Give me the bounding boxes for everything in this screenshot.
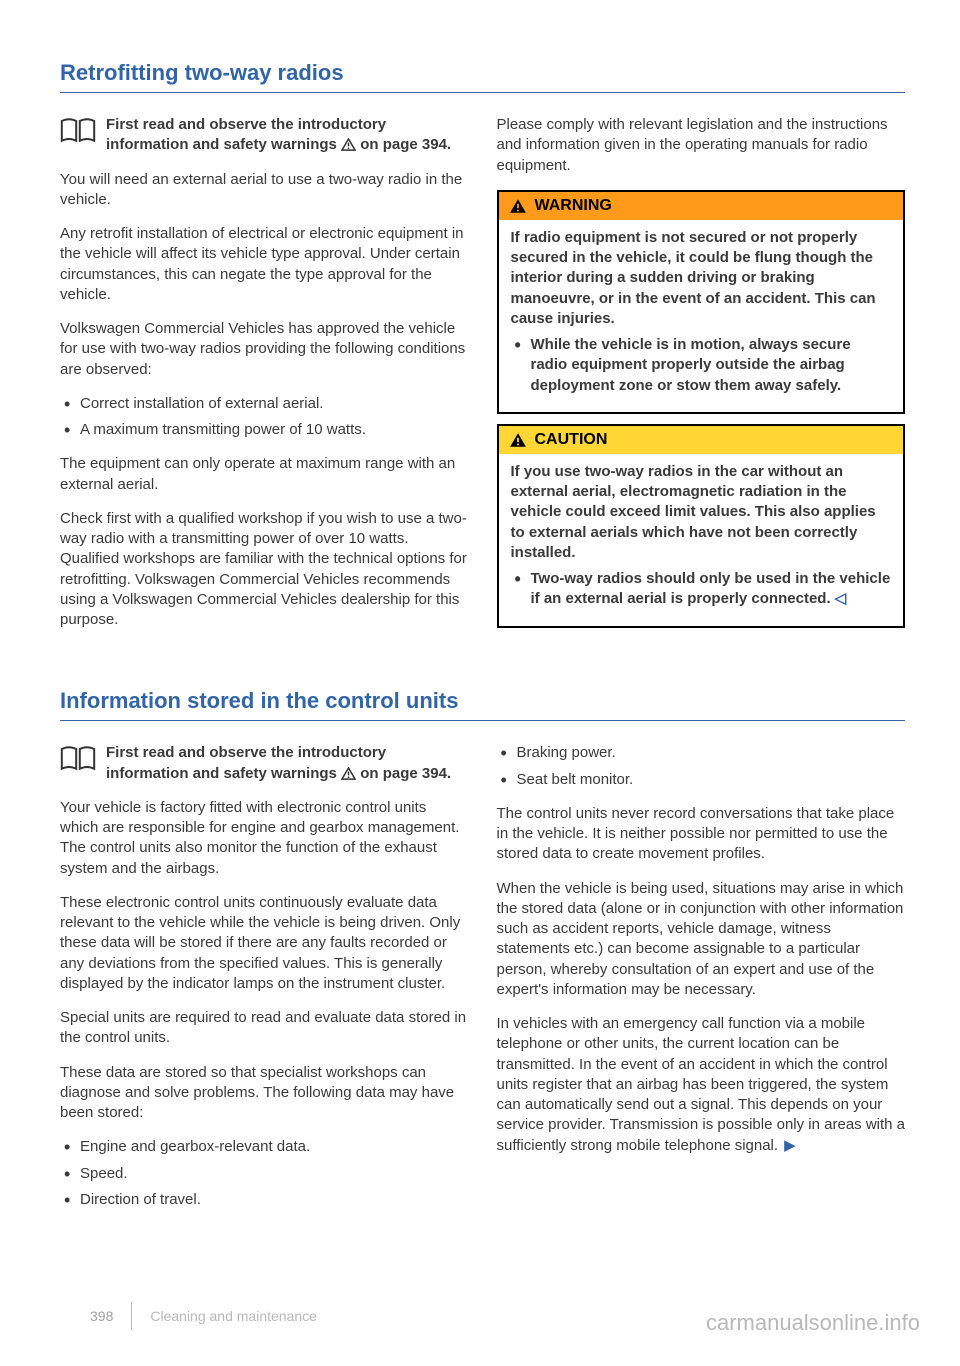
s2-li5: Seat belt monitor. <box>497 770 906 790</box>
intro-text-2b: on page 394. <box>356 765 451 782</box>
s1-p1: You will need an external aerial to use … <box>60 170 469 211</box>
warning-triangle-icon <box>341 138 356 151</box>
s2-rp1: The control units never record conversat… <box>497 804 906 865</box>
s2-rp3-text: In vehicles with an emergency call funct… <box>497 1015 906 1154</box>
warning-title: WARNING <box>535 197 612 215</box>
s2-list-right: Braking power. Seat belt monitor. <box>497 743 906 790</box>
warning-box: WARNING If radio equipment is not secure… <box>497 190 906 414</box>
section-title-information: Information stored in the control units <box>60 688 905 721</box>
s2-li3: Direction of travel. <box>60 1190 469 1210</box>
s2-li4: Braking power. <box>497 743 906 763</box>
chapter-name: Cleaning and maintenance <box>150 1308 317 1324</box>
section1-left-col: First read and observe the introductory … <box>60 115 469 644</box>
section2-left-col: First read and observe the introductory … <box>60 743 469 1224</box>
warning-triangle-icon <box>509 432 527 448</box>
caution-box: CAUTION If you use two-way radios in the… <box>497 424 906 628</box>
s2-li2: Speed. <box>60 1164 469 1184</box>
s2-p3: Special units are required to read and e… <box>60 1008 469 1049</box>
page-number: 398 <box>90 1308 113 1324</box>
s2-rp3: In vehicles with an emergency call funct… <box>497 1014 906 1156</box>
warning-li1: While the vehicle is in motion, always s… <box>511 335 892 396</box>
s2-p1: Your vehicle is factory fitted with elec… <box>60 798 469 879</box>
warning-body: If radio equipment is not secured or not… <box>499 220 904 412</box>
section2-columns: First read and observe the introductory … <box>60 743 905 1224</box>
caution-header: CAUTION <box>499 426 904 454</box>
s1-p5: Check first with a qualified workshop if… <box>60 509 469 631</box>
watermark: carmanualsonline.info <box>706 1310 920 1336</box>
intro-text-1b: on page 394. <box>356 136 451 153</box>
section1-right-col: Please comply with relevant legislation … <box>497 115 906 644</box>
footer-divider <box>131 1302 132 1330</box>
s1-p2: Any retrofit installation of electrical … <box>60 224 469 305</box>
page-footer: 398 Cleaning and maintenance <box>90 1302 317 1330</box>
warning-triangle-icon <box>509 198 527 214</box>
s1-p3: Volkswagen Commercial Vehicles has appro… <box>60 319 469 380</box>
warning-triangle-icon <box>341 767 356 780</box>
section-title-retrofitting: Retrofitting two-way radios <box>60 60 905 93</box>
intro-text-1: First read and observe the introductory … <box>106 115 469 156</box>
section1-columns: First read and observe the introductory … <box>60 115 905 644</box>
caution-title: CAUTION <box>535 431 608 449</box>
warning-list: While the vehicle is in motion, always s… <box>511 335 892 396</box>
s1-p4: The equipment can only operate at maximu… <box>60 454 469 495</box>
warning-header: WARNING <box>499 192 904 220</box>
intro-block-2: First read and observe the introductory … <box>60 743 469 784</box>
s1-list: Correct installation of external aerial.… <box>60 394 469 441</box>
intro-text-2: First read and observe the introductory … <box>106 743 469 784</box>
caution-li1: Two-way radios should only be used in th… <box>511 569 892 610</box>
s2-list-left: Engine and gearbox-relevant data. Speed.… <box>60 1137 469 1210</box>
s1-rp1: Please comply with relevant legislation … <box>497 115 906 176</box>
caution-list: Two-way radios should only be used in th… <box>511 569 892 610</box>
warning-body-text: If radio equipment is not secured or not… <box>511 229 876 327</box>
s1-li2: A maximum transmitting power of 10 watts… <box>60 420 469 440</box>
s2-p2: These electronic control units continuou… <box>60 893 469 994</box>
section2-right-col: Braking power. Seat belt monitor. The co… <box>497 743 906 1224</box>
continue-arrow-icon: ▶ <box>784 1136 796 1156</box>
book-icon <box>60 117 96 143</box>
caution-body-text: If you use two-way radios in the car wit… <box>511 463 876 561</box>
intro-block-1: First read and observe the introductory … <box>60 115 469 156</box>
end-section-icon: ◁ <box>835 589 847 609</box>
s2-li1: Engine and gearbox-relevant data. <box>60 1137 469 1157</box>
s1-li1: Correct installation of external aerial. <box>60 394 469 414</box>
s2-rp2: When the vehicle is being used, situatio… <box>497 879 906 1001</box>
caution-body: If you use two-way radios in the car wit… <box>499 454 904 626</box>
book-icon <box>60 745 96 771</box>
s2-p4: These data are stored so that specialist… <box>60 1063 469 1124</box>
